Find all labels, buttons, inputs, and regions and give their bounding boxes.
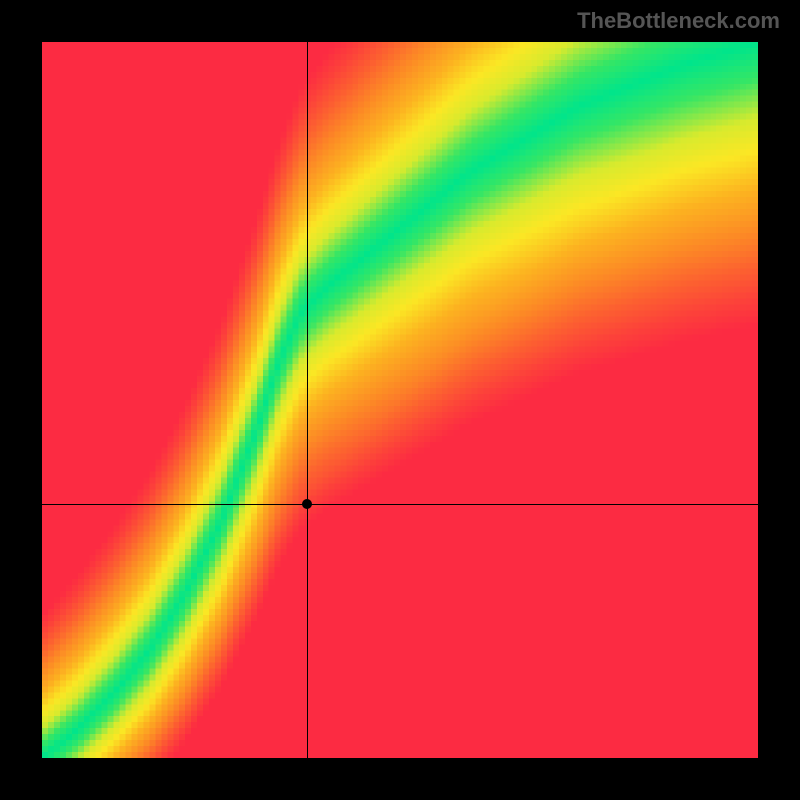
- watermark-text: TheBottleneck.com: [577, 8, 780, 34]
- crosshair-horizontal: [42, 504, 758, 505]
- heatmap-canvas: [42, 42, 758, 758]
- crosshair-vertical: [307, 42, 308, 758]
- heatmap-plot: [42, 42, 758, 758]
- marker-dot: [302, 499, 312, 509]
